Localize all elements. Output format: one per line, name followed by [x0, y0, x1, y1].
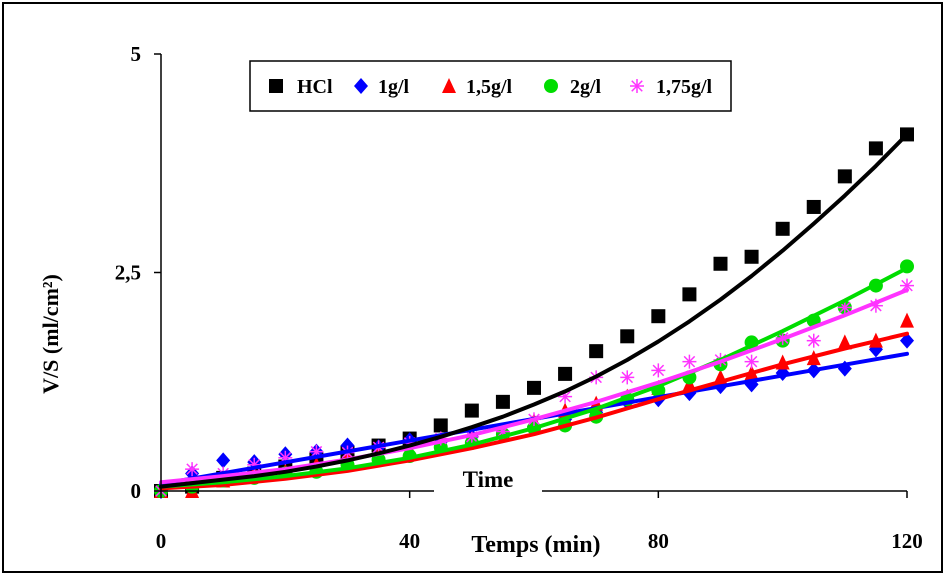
- annotation-label: Time: [463, 467, 514, 492]
- legend-marker: [630, 79, 644, 93]
- series-trendline: [159, 331, 909, 491]
- x-tick-label: 120: [891, 529, 923, 553]
- data-point: [682, 354, 697, 369]
- legend: HCl 1g/l 1,5g/l 2g/l 1,75g/l: [249, 60, 732, 112]
- x-axis-label-box: [444, 522, 629, 562]
- data-point: [620, 329, 635, 344]
- data-point: [868, 141, 883, 156]
- data-point: [464, 403, 479, 418]
- legend-marker: [269, 79, 283, 93]
- data-point: [744, 249, 759, 264]
- series-trendline: [159, 266, 909, 489]
- data-point: [651, 309, 666, 324]
- y-tick-label: 5: [131, 42, 142, 66]
- series-trendline: [159, 288, 909, 485]
- data-point: [651, 363, 666, 378]
- x-tick-label: 40: [399, 529, 420, 553]
- legend-label: 1g/l: [378, 76, 410, 98]
- data-point: [837, 169, 852, 184]
- series-trendline: [159, 132, 909, 489]
- data-point: [775, 221, 790, 236]
- x-axis-label: Temps (min): [471, 532, 600, 558]
- data-point: [713, 256, 728, 271]
- data-point: [589, 344, 604, 359]
- x-tick-label: 80: [648, 529, 669, 553]
- data-point: [433, 418, 448, 433]
- data-point: [744, 354, 759, 369]
- legend-label: HCl: [297, 76, 333, 98]
- legend-marker: [544, 79, 558, 93]
- legend-label: 1,5g/l: [466, 76, 513, 98]
- y-tick-label: 2,5: [115, 261, 141, 285]
- legend-marker: [442, 78, 456, 93]
- data-point: [216, 452, 231, 469]
- data-point: [900, 312, 914, 328]
- data-point: [900, 278, 914, 293]
- chart-svg: 0 2,5 5 0 40 80 120 HCl 1g/l 1,5g/l 2g/l 1,75g/l V…: [38, 42, 923, 562]
- data-point: [620, 370, 635, 385]
- annotation-box: [434, 459, 542, 495]
- data-point: [527, 380, 541, 395]
- plot-area: [154, 127, 914, 499]
- data-point: [682, 287, 697, 302]
- legend-label: 1,75g/l: [656, 76, 713, 98]
- data-point: [900, 332, 914, 349]
- y-axis-label: V/S (ml/cm²): [38, 274, 63, 394]
- x-tick-label: 0: [156, 529, 167, 553]
- legend-marker: [354, 78, 368, 94]
- data-point: [806, 199, 821, 214]
- data-point: [185, 462, 200, 477]
- series-markers: [154, 127, 914, 498]
- data-point: [806, 333, 821, 348]
- data-point: [495, 394, 510, 409]
- data-point: [558, 366, 573, 381]
- legend-label: 2g/l: [570, 76, 602, 98]
- legend-box: [249, 60, 732, 112]
- y-tick-label: 0: [131, 479, 142, 503]
- tick-labels: 0 2,5 5 0 40 80 120: [115, 42, 923, 553]
